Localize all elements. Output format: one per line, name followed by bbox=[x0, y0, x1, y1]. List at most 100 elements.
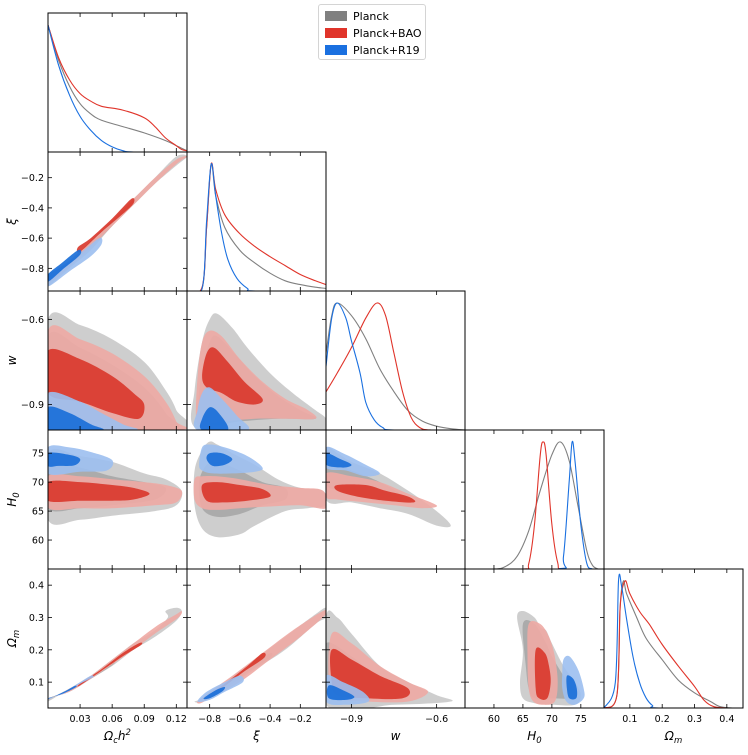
legend-label-planck: Planck bbox=[353, 9, 389, 23]
panel-xi-vs-Om bbox=[194, 607, 326, 704]
contour-inner-planck-r19 bbox=[206, 452, 233, 467]
x-tick-label-och2: 0.12 bbox=[166, 714, 187, 725]
y-axis-label-xi: ξ bbox=[5, 218, 19, 226]
panel-frame bbox=[186, 151, 327, 292]
marginal-w bbox=[326, 302, 465, 430]
legend-entry-planck-r19: Planck+R19 bbox=[325, 43, 420, 57]
x-axis-label-xi: ξ bbox=[252, 729, 260, 743]
contour-inner-planck-bao bbox=[334, 484, 416, 503]
marginal-xi bbox=[187, 162, 326, 291]
x-tick-label-xi: −0.8 bbox=[198, 714, 221, 725]
contour-inner-planck-bao bbox=[77, 642, 143, 687]
contour-inner-planck-r19 bbox=[48, 406, 104, 430]
contour-inner-planck-r19 bbox=[566, 675, 578, 700]
panel-och2-vs-w bbox=[48, 312, 187, 430]
x-tick-label-Om: 0.4 bbox=[719, 714, 734, 725]
contour-outer-planck-r19 bbox=[48, 675, 94, 700]
x-tick-label-Om: 0.3 bbox=[687, 714, 702, 725]
contour-outer-planck-r19 bbox=[326, 446, 380, 477]
panel-och2-vs-H0 bbox=[48, 445, 183, 525]
x-tick-label-Om: 0.2 bbox=[655, 714, 670, 725]
marginal-Om bbox=[604, 573, 743, 708]
x-tick-label-H0: 60 bbox=[488, 714, 500, 725]
y-axis-label-Om: Ωm bbox=[5, 630, 22, 648]
panel-H0-vs-Om bbox=[517, 611, 585, 706]
contour-outer-planck-bao bbox=[48, 610, 182, 700]
legend-swatch-planck-r19 bbox=[325, 45, 347, 55]
contour-inner-planck-r19 bbox=[326, 453, 352, 468]
x-tick-label-w: −0.9 bbox=[340, 714, 363, 725]
y-tick-label-H0: 65 bbox=[32, 507, 44, 518]
y-axis-label-H0: H0 bbox=[5, 492, 22, 506]
y-tick-label-H0: 60 bbox=[32, 536, 44, 547]
x-tick-label-och2: 0.03 bbox=[69, 714, 90, 725]
panel-xi-vs-H0 bbox=[193, 441, 326, 538]
y-tick-label-xi: −0.2 bbox=[21, 173, 44, 184]
marginal-curve-planck-r19 bbox=[604, 573, 743, 708]
y-tick-label-Om: 0.2 bbox=[29, 645, 44, 656]
y-tick-label-Om: 0.1 bbox=[29, 678, 44, 689]
panel-frame bbox=[603, 568, 744, 709]
contour-inner-planck-r19 bbox=[48, 452, 81, 467]
legend-label-planck-r19: Planck+R19 bbox=[353, 43, 420, 57]
y-tick-label-w: −0.9 bbox=[21, 400, 44, 411]
marginal-och2 bbox=[48, 24, 187, 152]
x-axis-label-Om: Ωm bbox=[664, 729, 682, 746]
marginal-curve-planck bbox=[48, 24, 187, 152]
panel-frame bbox=[464, 429, 605, 570]
x-tick-label-H0: 70 bbox=[546, 714, 558, 725]
y-axis-label-w: w bbox=[5, 355, 19, 365]
marginal-curve-planck-bao bbox=[604, 580, 727, 708]
marginal-curve-planck-bao bbox=[187, 162, 326, 291]
panel-frame bbox=[186, 568, 327, 709]
contour-inner-planck-r19 bbox=[199, 407, 229, 430]
x-axis-label-H0: H0 bbox=[527, 729, 541, 746]
legend-label-planck-bao: Planck+BAO bbox=[353, 26, 422, 40]
marginal-curve-planck-r19 bbox=[326, 302, 465, 430]
marginal-curve-planck bbox=[465, 441, 599, 569]
legend-entry-planck: Planck bbox=[325, 9, 389, 23]
contour-inner-planck-bao bbox=[201, 482, 271, 503]
legend: Planck Planck+BAO Planck+R19 bbox=[318, 4, 426, 60]
panel-w-vs-Om bbox=[326, 610, 453, 708]
x-tick-label-xi: −0.2 bbox=[289, 714, 312, 725]
x-tick-label-H0: 65 bbox=[517, 714, 529, 725]
contour-inner-planck-bao bbox=[202, 347, 263, 405]
x-tick-label-Om: 0.1 bbox=[622, 714, 637, 725]
x-tick-label-xi: −0.4 bbox=[259, 714, 282, 725]
y-tick-label-w: −0.6 bbox=[21, 315, 44, 326]
contour-outer-planck bbox=[48, 607, 182, 702]
marginal-curve-planck-r19 bbox=[187, 163, 326, 291]
contour-outer-planck-r19 bbox=[48, 237, 103, 287]
panel-w-vs-H0 bbox=[326, 446, 451, 528]
y-tick-label-Om: 0.4 bbox=[29, 581, 44, 592]
panel-frame bbox=[47, 12, 188, 153]
legend-entry-planck-bao: Planck+BAO bbox=[325, 26, 422, 40]
x-tick-label-xi: −0.6 bbox=[228, 714, 251, 725]
panel-och2-vs-Om bbox=[48, 607, 182, 702]
y-tick-label-H0: 75 bbox=[32, 449, 44, 460]
marginal-curve-planck-r19 bbox=[465, 440, 604, 569]
marginal-curve-planck-bao bbox=[465, 441, 604, 569]
marginal-curve-planck-r19 bbox=[48, 24, 187, 152]
contour-outer-planck-bao bbox=[195, 330, 317, 425]
contour-inner-planck-r19 bbox=[203, 686, 226, 700]
panel-xi-vs-w bbox=[190, 313, 326, 430]
panel-och2-vs-xi bbox=[48, 154, 187, 287]
x-tick-label-och2: 0.09 bbox=[134, 714, 155, 725]
panel-frame bbox=[47, 568, 188, 709]
x-tick-label-och2: 0.06 bbox=[102, 714, 123, 725]
x-tick-label-w: −0.6 bbox=[425, 714, 448, 725]
x-axis-label-w: w bbox=[391, 729, 401, 743]
marginal-curve-planck-bao bbox=[48, 24, 187, 152]
contour-inner-planck-r19 bbox=[48, 685, 77, 699]
legend-swatch-planck bbox=[325, 11, 347, 21]
legend-swatch-planck-bao bbox=[325, 28, 347, 38]
marginal-curve-planck-bao bbox=[326, 302, 465, 430]
contour-inner-planck-r19 bbox=[48, 249, 82, 282]
contour-inner-planck-bao bbox=[48, 348, 145, 419]
y-tick-label-xi: −0.8 bbox=[21, 264, 44, 275]
contour-outer-planck-r19 bbox=[48, 445, 114, 475]
contour-inner-planck-bao bbox=[534, 647, 551, 700]
